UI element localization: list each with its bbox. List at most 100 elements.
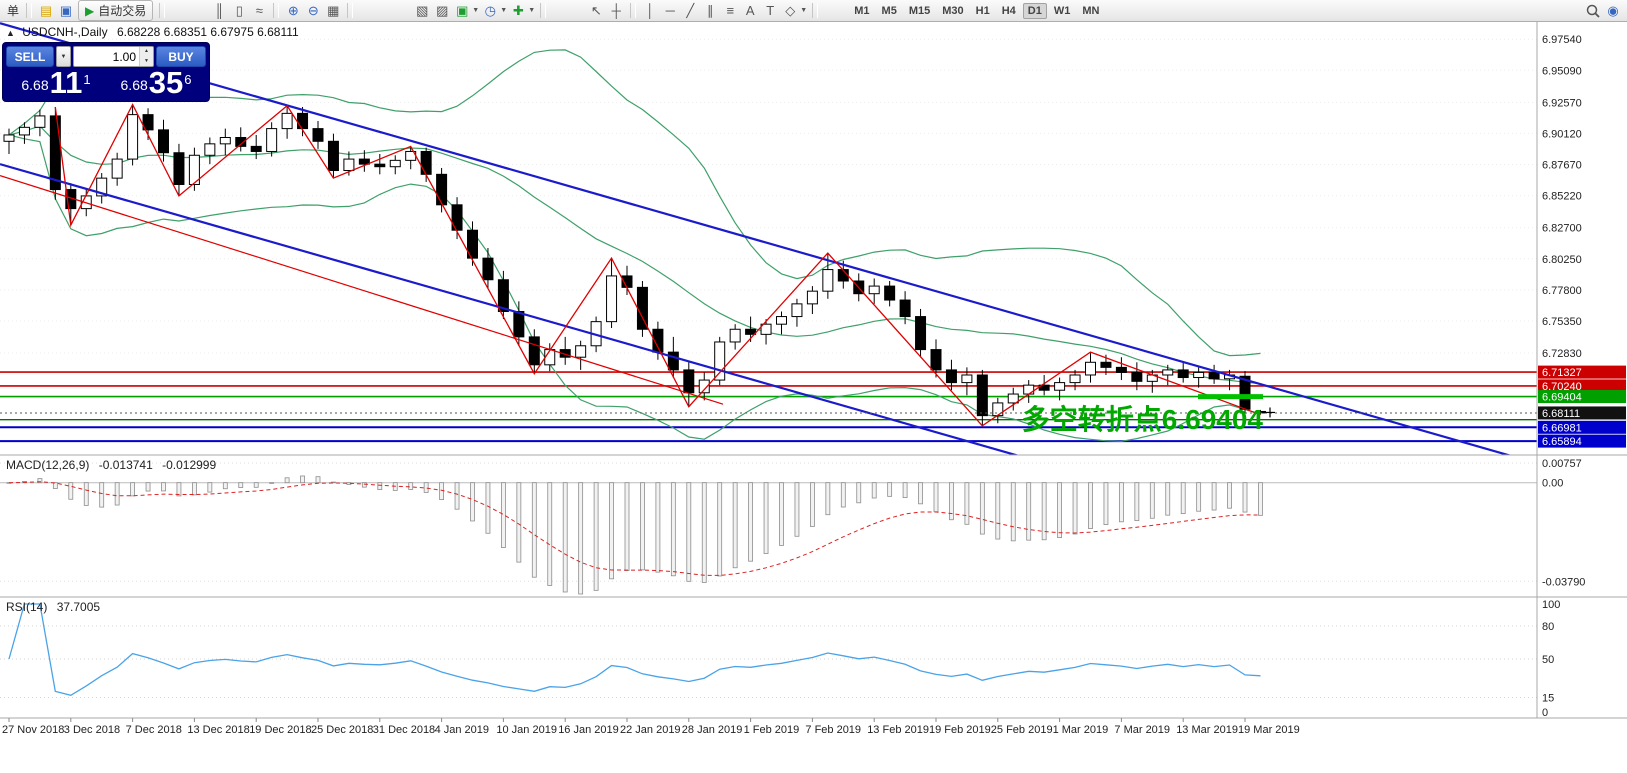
cascade-windows-icon[interactable]: ▨ [436, 3, 449, 18]
grid-toggle-icon[interactable]: ▦ [327, 3, 340, 18]
price-marker-box [1538, 365, 1626, 379]
line-chart-type-icon[interactable]: ≈ [255, 3, 263, 18]
svg-text:19 Dec 2018: 19 Dec 2018 [249, 724, 311, 736]
svg-text:27 Nov 2018: 27 Nov 2018 [2, 724, 64, 736]
buy-price-base: 6.68 [120, 77, 148, 94]
buy-price-pips: 35 [148, 65, 184, 100]
rsi-pane [0, 603, 1537, 698]
chart-symbol-period: USDCNH-,Daily [22, 25, 108, 39]
shapes-tool-icon[interactable]: ◇ [785, 3, 796, 18]
timeframe-d1[interactable]: D1 [1022, 2, 1047, 19]
label-tool-icon[interactable]: T [766, 3, 775, 18]
volume-input[interactable] [74, 47, 139, 66]
timeframe-h1[interactable]: H1 [975, 4, 990, 17]
svg-text:7 Dec 2018: 7 Dec 2018 [126, 724, 182, 736]
svg-text:31 Dec 2018: 31 Dec 2018 [373, 724, 435, 736]
timeframe-m15[interactable]: M15 [908, 4, 931, 17]
indicators-icon[interactable]: ✚ [512, 3, 524, 18]
macd-name: MACD(12,26,9) [6, 458, 90, 472]
charts-window-icon[interactable]: ▣ [59, 3, 73, 18]
trendlines[interactable] [0, 22, 1539, 605]
date-axis[interactable]: 27 Nov 2018 3 Dec 2018 7 Dec 2018 13 Dec 20… [2, 718, 1300, 736]
svg-text:25 Dec 2018: 25 Dec 2018 [311, 724, 373, 736]
svg-text:13 Feb 2019: 13 Feb 2019 [867, 724, 929, 736]
timeframe-mn[interactable]: MN [1082, 4, 1100, 17]
svg-text:6.65894: 6.65894 [1542, 436, 1582, 448]
sell-price-base: 6.68 [21, 77, 49, 94]
svg-text:7 Feb 2019: 7 Feb 2019 [805, 724, 861, 736]
buy-price[interactable]: 6.68 35 6 [106, 65, 206, 100]
svg-text:6.77800: 6.77800 [1542, 285, 1582, 297]
svg-text:7 Mar 2019: 7 Mar 2019 [1114, 724, 1170, 736]
sell-price[interactable]: 6.68 11 1 [6, 65, 106, 100]
price-marker-box [1538, 390, 1626, 404]
one-click-trading-panel: SELL ▼ ▲ ▼ BUY 6.68 11 1 6.68 35 6 [2, 42, 210, 103]
toolbar-separator [347, 3, 354, 18]
buy-button[interactable]: BUY [156, 46, 206, 67]
turning-point-annotation: 多空转折点6.69404 [1022, 403, 1264, 435]
chart-header: ▲ USDCNH-,Daily 6.68228 6.68351 6.67975 … [6, 25, 299, 39]
tile-windows-icon[interactable]: ▧ [416, 3, 429, 18]
community-icon[interactable]: ◉ [1607, 3, 1619, 18]
svg-text:0.00: 0.00 [1542, 478, 1563, 490]
horizontal-price-lines[interactable] [0, 371, 1537, 443]
shapes-dropdown-icon[interactable]: ▼ [800, 7, 808, 14]
timeframe-m30[interactable]: M30 [942, 4, 964, 17]
horizontal-line-tool-icon[interactable]: ─ [665, 3, 675, 18]
timeframe-m5[interactable]: M5 [881, 4, 897, 17]
svg-text:6.97540: 6.97540 [1542, 34, 1582, 46]
fibonacci-tool-icon[interactable]: ≡ [726, 3, 735, 18]
volume-decrease-button[interactable]: ▼ [140, 56, 153, 66]
search-icon[interactable] [1583, 2, 1603, 20]
svg-text:6.95090: 6.95090 [1542, 65, 1582, 77]
toolbar-separator [26, 3, 33, 18]
price-marker-box [1538, 420, 1626, 434]
crosshair-tool-icon[interactable]: ┼ [611, 3, 621, 18]
period-dropdown-icon[interactable]: ▼ [500, 7, 508, 14]
svg-text:6.68111: 6.68111 [1542, 408, 1580, 420]
annotation-layer[interactable]: 多空转折点6.69404 [1022, 394, 1275, 435]
svg-text:-0.03790: -0.03790 [1542, 576, 1585, 588]
svg-text:15: 15 [1542, 693, 1554, 705]
new-order-icon[interactable]: ▤ [39, 3, 53, 18]
bar-chart-type-icon[interactable]: ║ [214, 3, 224, 18]
macd-pane [0, 462, 1537, 595]
cursor-tool-icon[interactable]: ↖ [590, 3, 602, 18]
timeframe-w1[interactable]: W1 [1053, 4, 1071, 17]
order-type-dropdown[interactable]: ▼ [56, 46, 71, 67]
new-chart-dropdown-icon[interactable]: ▼ [472, 7, 480, 14]
price-axis[interactable]: 6.97540 6.95090 6.92570 6.90120 6.87670 6.852… [1538, 34, 1626, 719]
trendline-tool-icon[interactable]: ╱ [686, 3, 695, 18]
rsi-indicator-label: RSI(14) 37.7005 [6, 600, 100, 614]
one-click-panel-toggle[interactable]: ▲ [6, 28, 15, 38]
zoom-in-icon[interactable]: ⊕ [287, 3, 299, 18]
order-menu-label[interactable]: 单 [7, 4, 20, 18]
volume-increase-button[interactable]: ▲ [140, 47, 153, 57]
svg-text:3 Dec 2018: 3 Dec 2018 [64, 724, 120, 736]
chart-ohlc-values: 6.68228 6.68351 6.67975 6.68111 [116, 25, 299, 39]
svg-text:6.72830: 6.72830 [1542, 348, 1582, 360]
sell-price-point: 1 [83, 72, 91, 87]
timeframe-h4[interactable]: H4 [1001, 4, 1016, 17]
svg-text:0.00757: 0.00757 [1542, 458, 1582, 470]
svg-text:6.82700: 6.82700 [1542, 223, 1582, 235]
price-marker-box [1538, 379, 1626, 393]
auto-trading-button[interactable]: ▶ 自动交易 [78, 0, 154, 21]
indicators-dropdown-icon[interactable]: ▼ [528, 7, 536, 14]
period-clock-icon[interactable]: ◷ [484, 3, 496, 18]
candlestick-chart-type-icon[interactable]: ▯ [235, 3, 243, 18]
svg-text:16 Jan 2019: 16 Jan 2019 [558, 724, 619, 736]
vertical-line-tool-icon[interactable]: │ [646, 3, 655, 18]
sell-button[interactable]: SELL [6, 46, 54, 67]
sell-price-pips: 11 [49, 65, 83, 100]
channel-tool-icon[interactable]: ∥ [707, 3, 714, 18]
zoom-out-icon[interactable]: ⊖ [307, 3, 319, 18]
text-tool-icon[interactable]: A [745, 3, 755, 18]
macd-indicator-label: MACD(12,26,9) -0.013741 -0.012999 [6, 458, 216, 472]
new-chart-icon[interactable]: ▣ [456, 3, 469, 18]
svg-text:6.70240: 6.70240 [1542, 381, 1582, 393]
candlesticks [3, 104, 1266, 426]
timeframe-m1[interactable]: M1 [854, 4, 870, 17]
price-marker-box [1538, 406, 1626, 420]
